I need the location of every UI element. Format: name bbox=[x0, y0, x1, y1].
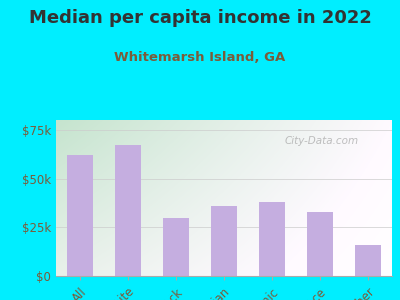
Bar bbox=[211, 206, 237, 276]
Bar bbox=[163, 218, 189, 276]
Bar bbox=[259, 202, 285, 276]
Bar bbox=[355, 245, 381, 276]
Bar bbox=[115, 145, 141, 276]
Bar bbox=[307, 212, 333, 276]
Bar bbox=[67, 155, 93, 276]
Text: Median per capita income in 2022: Median per capita income in 2022 bbox=[28, 9, 372, 27]
Text: City-Data.com: City-Data.com bbox=[284, 136, 359, 146]
Text: Whitemarsh Island, GA: Whitemarsh Island, GA bbox=[114, 51, 286, 64]
